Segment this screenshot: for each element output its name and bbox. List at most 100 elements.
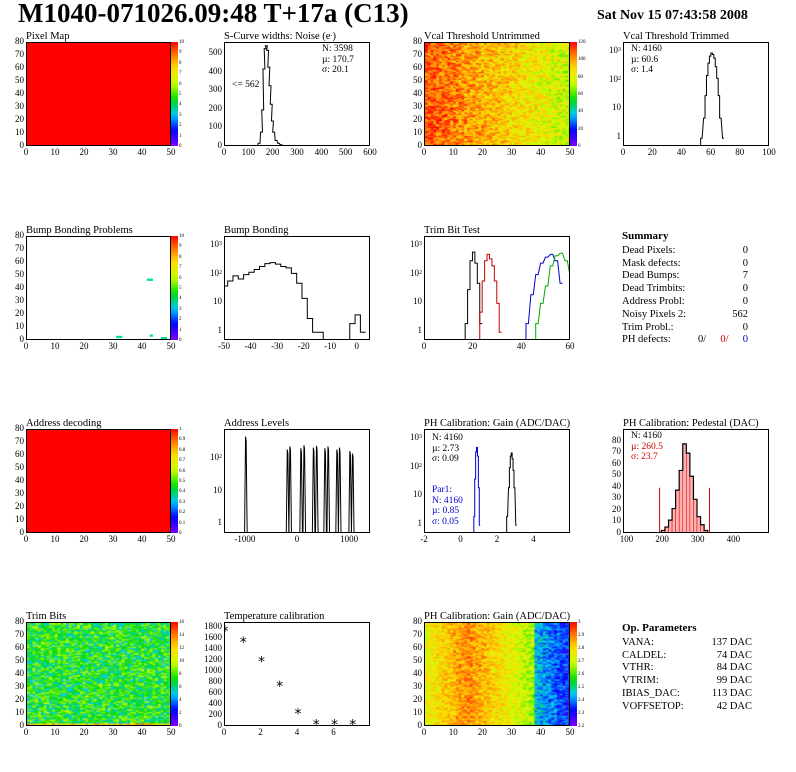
trim_bits-colorbar-tick: 6	[179, 685, 182, 690]
temperature-point: *	[240, 635, 247, 651]
summary-row-value: 0	[742, 244, 748, 256]
ph-gain-par1-N: N: 4160	[432, 495, 463, 506]
trim_bits-xtick: 30	[108, 727, 118, 737]
summary-row-value: 0	[742, 257, 748, 269]
bump-problem-cell	[149, 278, 153, 281]
trim_bit-ytick: 10	[413, 296, 422, 307]
trim_bits-colorbar-tick: 14	[179, 633, 184, 638]
trim-bit-series-2	[525, 253, 563, 339]
ph_pedestal-ytick: 60	[612, 457, 621, 468]
ph-gain-par1-sigma: σ: 0.05	[432, 516, 459, 527]
summary-ph-value: 0	[742, 334, 748, 346]
bump_problems-colorbar-tick: 3	[179, 306, 182, 312]
address_decoding-colorbar-tick: 0	[179, 531, 182, 536]
ph-pedestal-stat-mu: µ: 260.5	[631, 441, 663, 452]
temperature-point: *	[349, 717, 356, 726]
bump_bonding-ytick-exp: 2	[219, 269, 222, 276]
ph_gain_map-colorbar-tick: 2.4	[578, 698, 585, 703]
trim_bits-ytick: 80	[15, 616, 24, 626]
vcal_untrimmed-colorbar-tick: 120	[578, 40, 586, 45]
bump-problems-plot	[26, 236, 171, 340]
bump_problems-ytick: 30	[15, 295, 24, 305]
scurve-stats: N: 3598 µ: 170.7 σ: 20.1	[322, 44, 354, 76]
ph-gain-par1-stats: Par1: N: 4160 µ: 0.85 σ: 0.05	[432, 485, 463, 527]
address_decoding-ytick: 30	[15, 488, 24, 498]
vcal_trimmed-ytick-exp: 2	[618, 75, 621, 82]
vcal_untrimmed-xtick: 20	[477, 147, 487, 157]
scurve-ytick: 200	[208, 102, 223, 113]
trim_bits-ytick: 0	[19, 720, 25, 730]
trim_bits-ytick: 30	[15, 681, 24, 691]
vcal-trimmed-plot	[623, 42, 769, 146]
ph_gain_map-colorbar-tick: 2.3	[578, 711, 585, 716]
ph_gain_hist-xtick: 2	[494, 534, 500, 544]
ph_pedestal-xtick: 300	[691, 534, 705, 544]
ph_gain_map-ytick: 0	[417, 720, 423, 730]
address-levels-title: Address Levels	[224, 418, 290, 429]
address_levels-ytick: 1	[217, 517, 223, 528]
pixel_map-colorbar-tick: 4	[179, 102, 182, 108]
pixel_map-ytick: 80	[15, 36, 24, 46]
trim_bits-xtick: 50	[166, 727, 176, 737]
op-param-label: VANA:	[622, 636, 654, 648]
temperature-xtick: 0	[221, 727, 227, 737]
pixel_map-colorbar-tick: 2	[179, 123, 182, 129]
address_decoding-colorbar-tick: 0.5	[179, 479, 186, 484]
scurve-xtick: 300	[290, 147, 304, 157]
vcal-trimmed-stat-N: N: 4160	[631, 44, 662, 54]
address-level-peak	[314, 445, 319, 532]
temperature-ytick: 1600	[204, 632, 222, 643]
bump_problems-xtick: 50	[166, 341, 176, 351]
op-param-value: 137 DAC	[711, 636, 752, 648]
summary-row: Noisy Pixels 2: 562	[622, 309, 748, 322]
vcal_untrimmed-xtick: 50	[565, 147, 575, 157]
vcal_untrimmed-xtick: 40	[536, 147, 546, 157]
pixel_map-colorbar-tick: 8	[179, 60, 182, 66]
address_decoding-xtick: 20	[79, 534, 89, 544]
op-param-label: CALDEL:	[622, 649, 667, 661]
pixel-map-plot	[26, 42, 171, 146]
address-level-peak	[302, 445, 307, 532]
ph_gain_map-colorbar-tick: 2.2	[578, 724, 585, 729]
trim_bits-colorbar-tick: 0	[179, 724, 182, 729]
temperature-ytick: 1800	[204, 621, 222, 632]
address-level-peak	[350, 453, 355, 532]
scurve-stat-sigma: σ: 20.1	[322, 65, 349, 75]
address_decoding-ytick: 0	[19, 527, 25, 537]
bump_problems-ytick: 40	[15, 282, 24, 292]
temperature-title: Temperature calibration	[224, 611, 325, 622]
address_decoding-xtick: 0	[23, 534, 29, 544]
summary-row-value: 0	[742, 283, 748, 295]
address-level-peak	[311, 447, 316, 532]
pixel_map-xtick: 10	[50, 147, 60, 157]
temperature-point: *	[225, 624, 229, 640]
trim_bit-ytick-exp: 3	[419, 240, 422, 247]
ph-gain-map-plot	[424, 622, 570, 726]
address_levels-xtick: 1000	[340, 534, 359, 544]
address-level-peak	[326, 446, 331, 532]
trim_bit-xtick: 40	[516, 341, 526, 351]
pixel_map-colorbar-tick: 10	[179, 40, 184, 45]
address_decoding-ytick: 10	[15, 514, 24, 524]
trim_bit-xtick: 60	[565, 341, 575, 351]
op-param-row: VOFFSETOP: 42 DAC	[622, 701, 752, 714]
bump_bonding-xtick: 0	[354, 341, 359, 351]
ph_gain_map-ytick: 70	[413, 629, 422, 639]
scurve-series-line	[257, 45, 283, 145]
ph_gain_map-xtick: 10	[448, 727, 458, 737]
temperature-point: *	[276, 679, 283, 695]
scurve-xtick: 400	[314, 147, 329, 157]
address_decoding-colorbar-tick: 0.7	[179, 458, 186, 464]
vcal_untrimmed-colorbar-tick: 60	[578, 92, 583, 97]
temperature-point: *	[258, 654, 265, 670]
trim-bit-series-1	[479, 253, 502, 339]
trim_bit-xtick: 0	[421, 341, 427, 351]
trim_bits-ytick: 20	[15, 694, 24, 704]
run-date: Sat Nov 15 07:43:58 2008	[597, 8, 748, 23]
bump-problem-cell	[119, 335, 123, 339]
ph-gain-stats: N: 4160 µ: 2.73 σ: 0.09	[432, 433, 463, 465]
trim-bit-title: Trim Bit Test	[424, 225, 480, 236]
ph_gain_map-ytick: 80	[413, 616, 422, 626]
vcal_untrimmed-colorbar-tick: 100	[578, 57, 586, 63]
op-param-row: IBIAS_DAC: 113 DAC	[622, 688, 752, 701]
